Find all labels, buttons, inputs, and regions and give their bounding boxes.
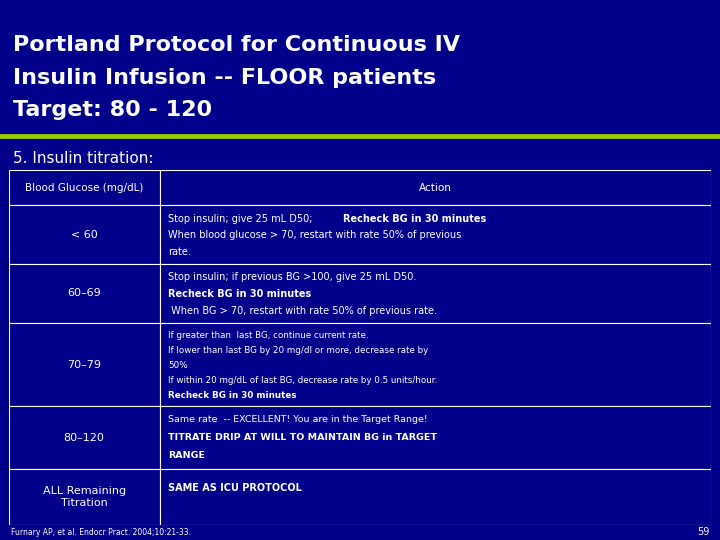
Bar: [160, 469, 711, 525]
Text: 70–79: 70–79: [67, 360, 102, 369]
Bar: [9, 264, 160, 323]
Bar: [160, 205, 711, 264]
Text: RANGE: RANGE: [168, 450, 205, 460]
Text: 50%: 50%: [168, 361, 188, 370]
Text: ALL Remaining
Titration: ALL Remaining Titration: [42, 487, 126, 508]
Text: Portland Protocol for Continuous IV: Portland Protocol for Continuous IV: [13, 35, 460, 55]
Bar: [160, 170, 711, 205]
Text: Target: 80 - 120: Target: 80 - 120: [13, 100, 212, 120]
Text: SAME AS ICU PROTOCOL: SAME AS ICU PROTOCOL: [168, 483, 302, 494]
Text: Stop insulin; give 25 mL D50;: Stop insulin; give 25 mL D50;: [168, 213, 316, 224]
Bar: [9, 323, 160, 406]
Text: If within 20 mg/dL of last BG, decrease rate by 0.5 units/hour.: If within 20 mg/dL of last BG, decrease …: [168, 376, 438, 384]
Text: 59: 59: [697, 527, 709, 537]
Text: TITRATE DRIP AT WILL TO MAINTAIN BG in TARGET: TITRATE DRIP AT WILL TO MAINTAIN BG in T…: [168, 433, 437, 442]
Text: When blood glucose > 70, restart with rate 50% of previous: When blood glucose > 70, restart with ra…: [168, 230, 462, 240]
Bar: [9, 205, 160, 264]
Text: Blood Glucose (mg/dL): Blood Glucose (mg/dL): [25, 183, 143, 193]
Text: Stop insulin; if previous BG >100, give 25 mL D50.: Stop insulin; if previous BG >100, give …: [168, 272, 417, 282]
Bar: [9, 469, 160, 525]
Text: When BG > 70, restart with rate 50% of previous rate.: When BG > 70, restart with rate 50% of p…: [168, 306, 437, 315]
Text: Furnary AP, et al. Endocr Pract. 2004;10:21-33.: Furnary AP, et al. Endocr Pract. 2004;10…: [11, 528, 191, 537]
Bar: [160, 406, 711, 469]
Text: Recheck BG in 30 minutes: Recheck BG in 30 minutes: [168, 289, 312, 299]
Text: If greater than  last BG, continue current rate.: If greater than last BG, continue curren…: [168, 331, 369, 340]
Bar: [9, 170, 160, 205]
Bar: [160, 323, 711, 406]
Bar: [9, 406, 160, 469]
Text: 80–120: 80–120: [64, 433, 104, 443]
Text: If lower than last BG by 20 mg/dl or more, decrease rate by: If lower than last BG by 20 mg/dl or mor…: [168, 346, 428, 355]
Text: Recheck BG in 30 minutes: Recheck BG in 30 minutes: [343, 213, 487, 224]
Text: .: .: [483, 213, 486, 224]
Text: Action: Action: [419, 183, 452, 193]
Text: 5. Insulin titration:: 5. Insulin titration:: [13, 151, 153, 166]
Text: Insulin Infusion -- FLOOR patients: Insulin Infusion -- FLOOR patients: [13, 68, 436, 87]
Text: 60–69: 60–69: [67, 288, 101, 299]
Text: < 60: < 60: [71, 230, 97, 240]
Bar: [160, 264, 711, 323]
Text: Same rate  -- EXCELLENT! You are in the Target Range!: Same rate -- EXCELLENT! You are in the T…: [168, 415, 428, 424]
Text: rate.: rate.: [168, 247, 191, 256]
Text: Recheck BG in 30 minutes: Recheck BG in 30 minutes: [168, 390, 297, 400]
